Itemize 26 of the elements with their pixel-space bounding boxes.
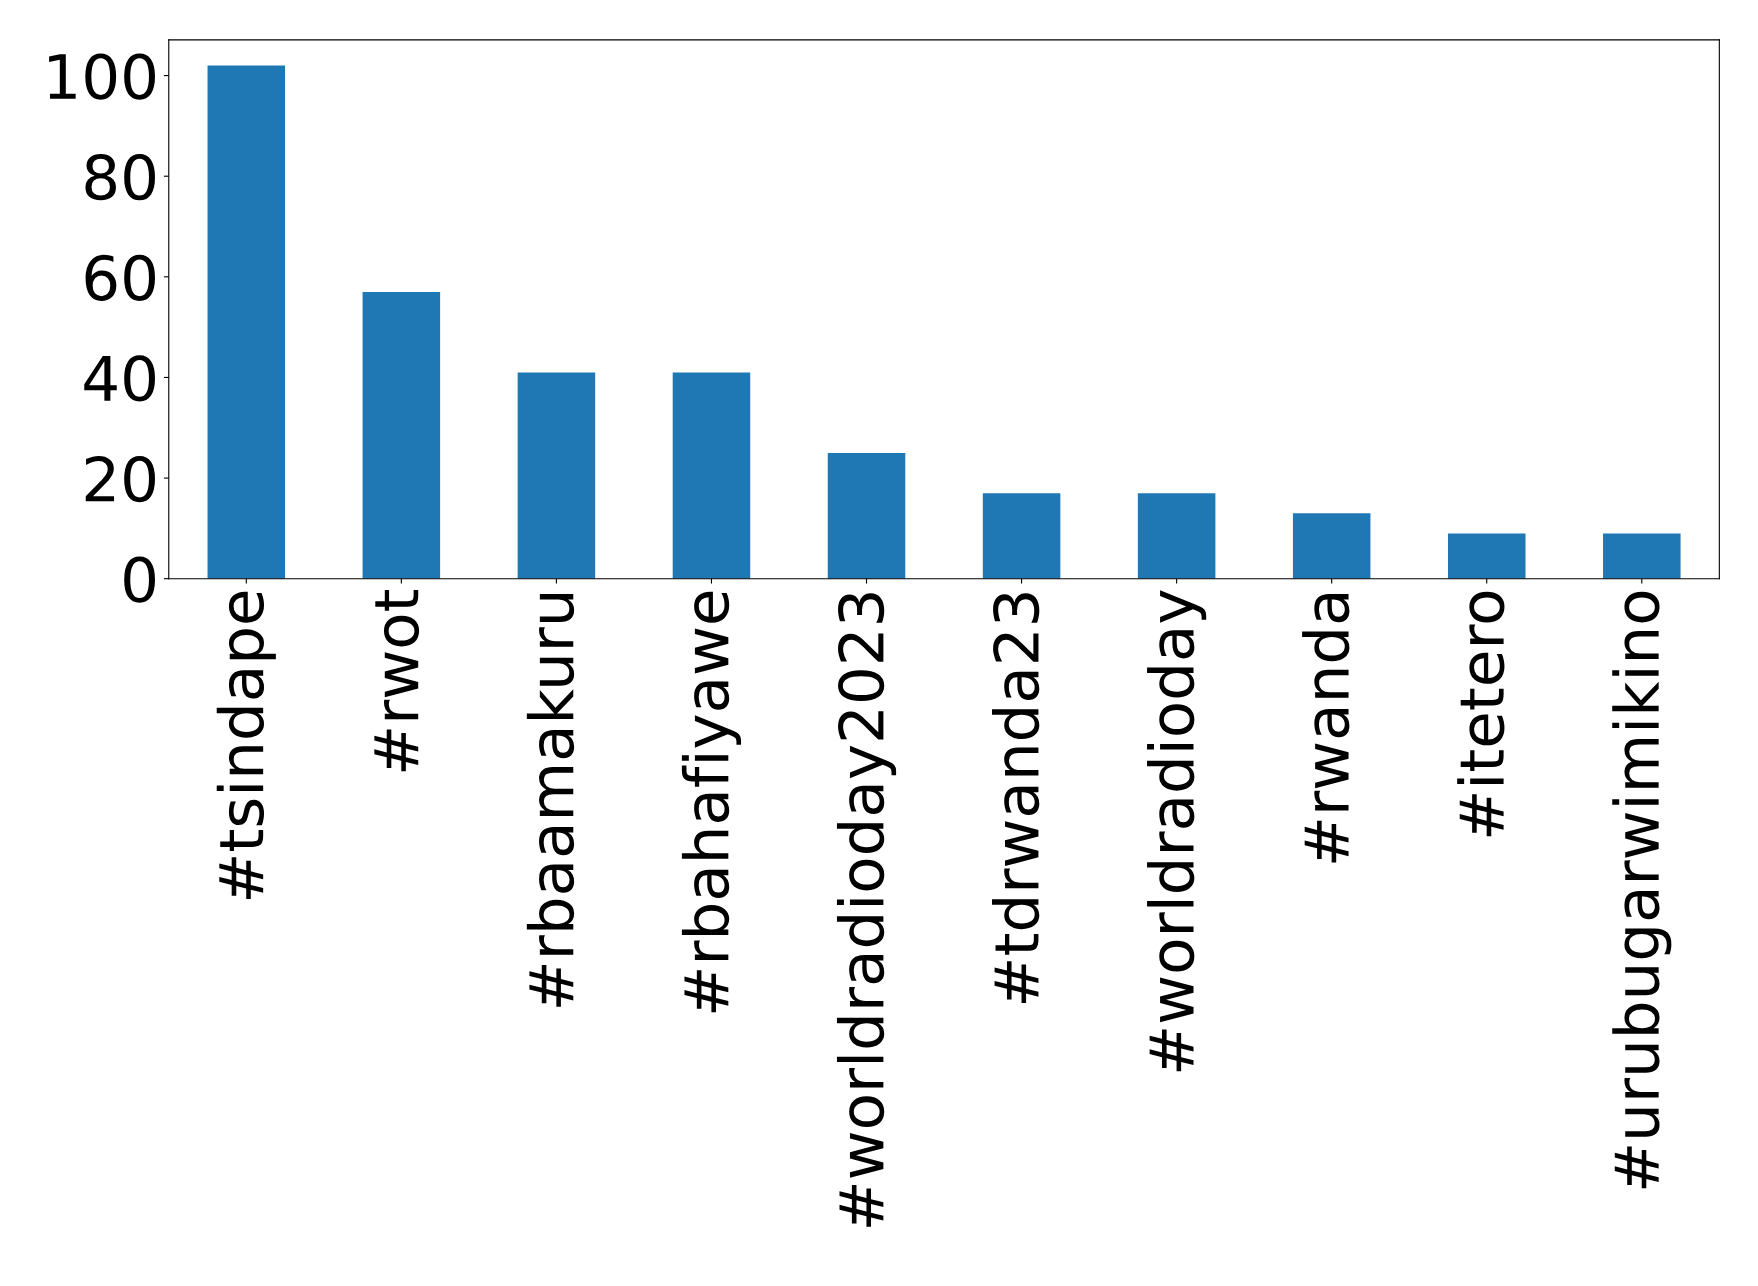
x-tick-label: #worldradioday2023 — [836, 593, 897, 1227]
x-tick-label: #itetero — [1457, 591, 1505, 837]
y-tick-label: 60 — [85, 254, 155, 301]
bar — [207, 65, 286, 579]
bar — [982, 493, 1061, 579]
x-tick-label: #rwanda — [1302, 593, 1350, 863]
y-tick-label: 80 — [85, 154, 155, 201]
y-tick-label: 40 — [84, 355, 155, 402]
y-tick-label: 0 — [124, 556, 155, 603]
x-tick-label: #rbahafiyawe — [681, 591, 742, 1013]
bar — [672, 372, 751, 579]
bar — [517, 372, 596, 579]
bar — [1292, 513, 1371, 579]
x-tick-label: #tsindape — [216, 591, 276, 900]
bar — [827, 452, 906, 579]
bar — [1603, 533, 1681, 579]
bar — [1137, 493, 1216, 579]
x-tick-label: #worldradioday — [1147, 590, 1207, 1072]
x-tick-label: #rwot — [374, 589, 420, 772]
y-tick-label: 20 — [85, 455, 155, 503]
x-tick-label: #rbaamakuru — [526, 593, 575, 1007]
y-tick-label: 100 — [49, 53, 155, 100]
x-tick-label: #urubugarwimikino — [1612, 591, 1672, 1189]
bar — [362, 291, 441, 579]
bar — [1447, 533, 1526, 579]
x-tick-label: #tdrwanda23 — [992, 593, 1040, 1003]
